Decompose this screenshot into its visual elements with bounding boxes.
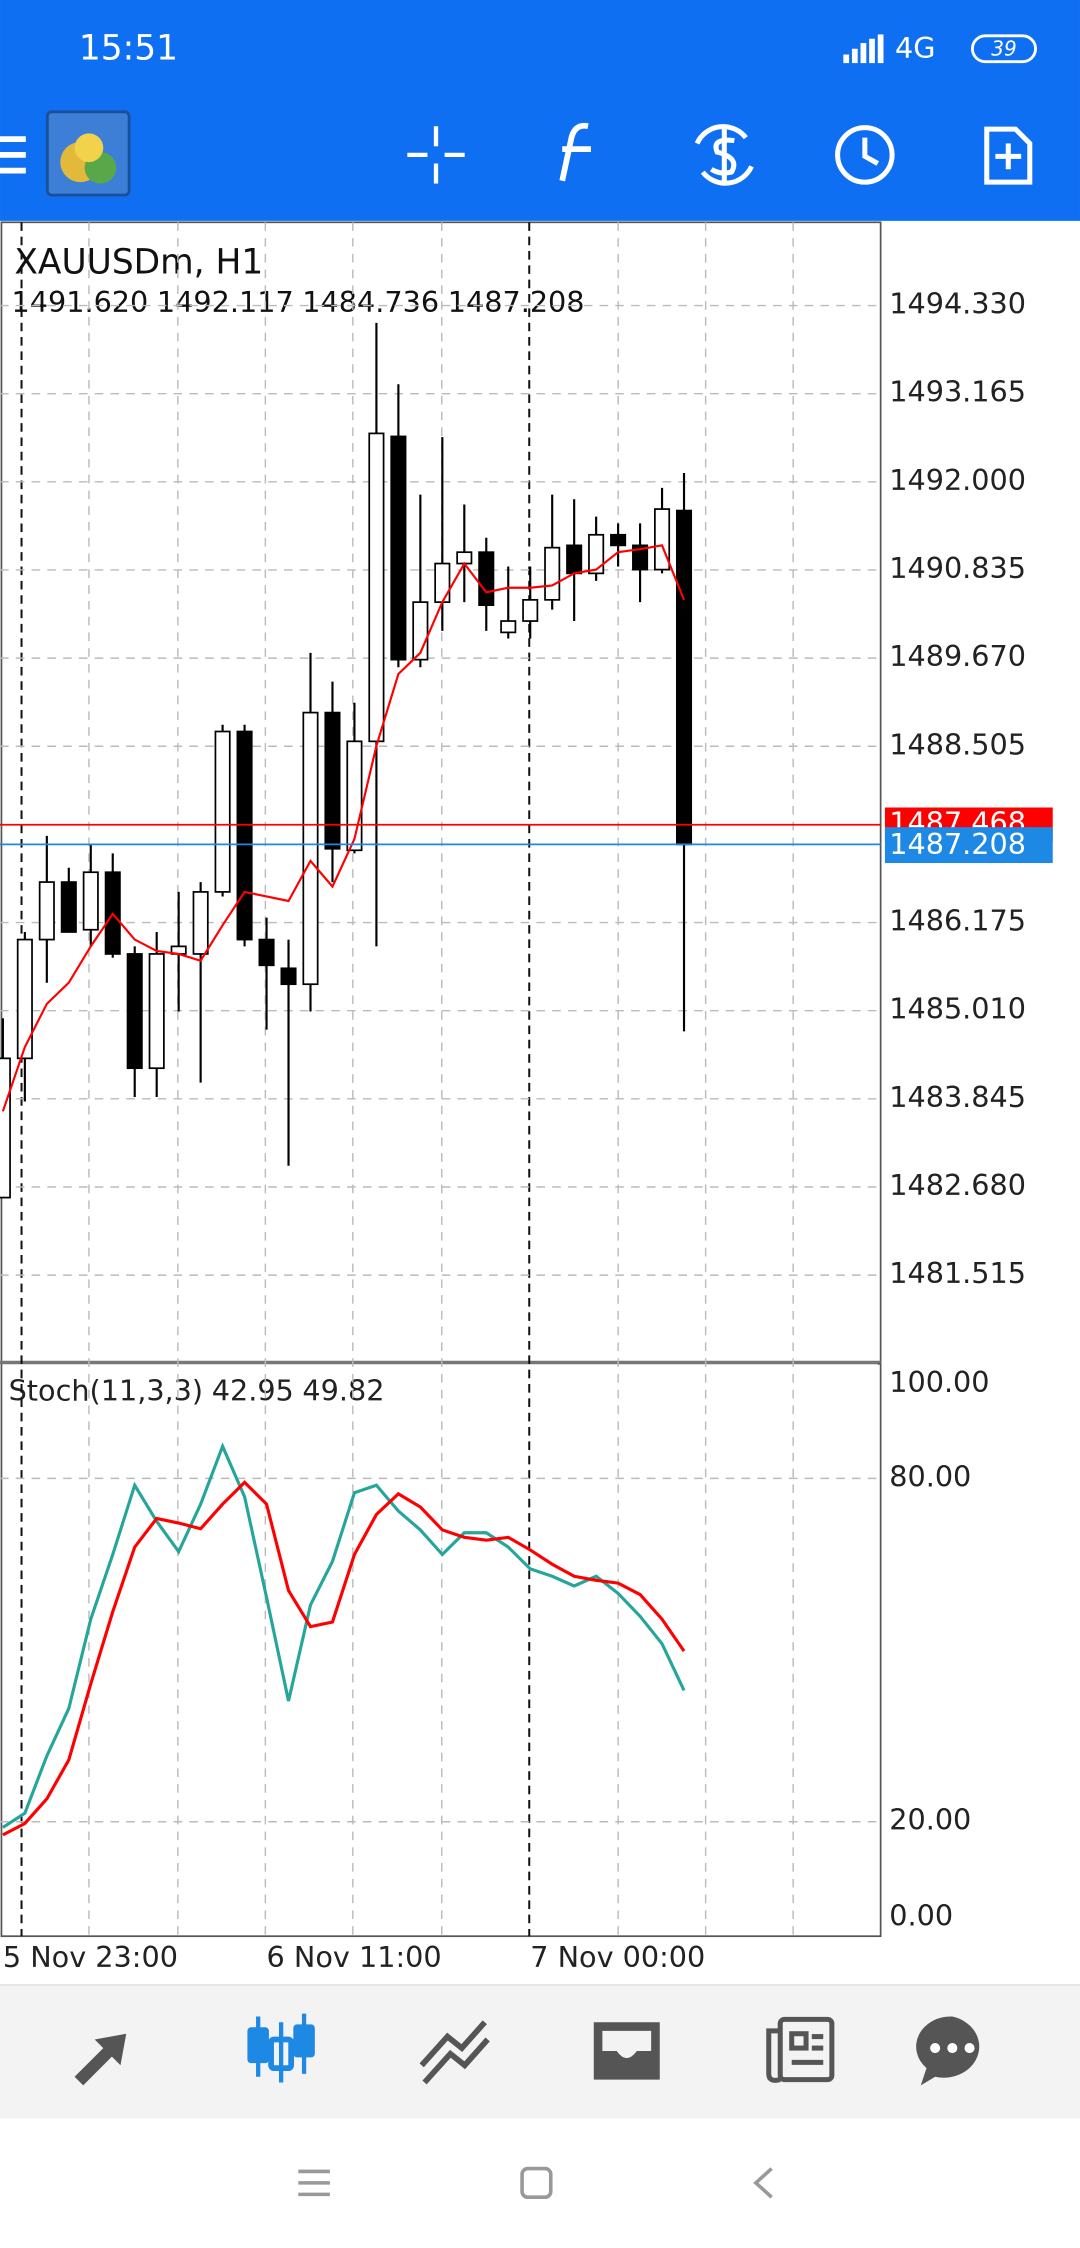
candle-body: [434, 562, 451, 603]
trade-tab[interactable]: [419, 2020, 490, 2085]
candle-body: [675, 509, 693, 846]
bottom-nav: [0, 1984, 1080, 2119]
indicator-value: 42.95: [212, 1374, 294, 1408]
ohlc-value: 1484.736: [302, 285, 439, 319]
chart-tab[interactable]: [247, 2013, 315, 2083]
indicator-line: [2, 1480, 686, 1837]
candle-body: [60, 881, 77, 933]
battery-icon: [970, 34, 1037, 64]
y-tick-label: 1481.515: [889, 1256, 1026, 1290]
candle-body: [588, 533, 605, 575]
news-tab[interactable]: [766, 2016, 835, 2083]
y-tick-label: 1494.330: [889, 287, 1026, 321]
candle-body: [16, 938, 33, 1060]
candle-body: [148, 953, 165, 1070]
y-tick-label: 20.00: [889, 1803, 971, 1837]
ohlc-value: 1491.620: [11, 285, 148, 319]
system-nav: [298, 2166, 773, 2200]
candle-body: [500, 620, 517, 634]
timeframe-button[interactable]: [835, 125, 895, 185]
candle-body: [236, 730, 253, 941]
candle-body: [368, 432, 385, 743]
candle-body: [192, 891, 209, 955]
candle-body: [280, 967, 297, 986]
ohlc-value: 1487.208: [448, 285, 585, 319]
grid: [20, 222, 794, 1937]
y-tick-label: 1486.175: [889, 904, 1026, 938]
ohlc-value: 1492.117: [157, 285, 294, 319]
network-type: 4G: [895, 31, 935, 65]
y-tick-label: 1485.010: [889, 992, 1026, 1026]
indicator-readout: Stoch(11,3,3) 42.95 49.82: [9, 1374, 385, 1408]
system-back[interactable]: [753, 2167, 773, 2199]
candle-body: [632, 544, 649, 571]
candle-body: [126, 953, 143, 1070]
signal-icon: [843, 34, 884, 64]
crosshair-button[interactable]: [407, 126, 465, 184]
candle-body: [214, 730, 231, 893]
app-bar: [0, 0, 1080, 221]
system-home[interactable]: [520, 2166, 553, 2200]
chat-tab[interactable]: [916, 2016, 980, 2086]
x-tick-label: 5 Nov 23:00: [3, 1940, 178, 1974]
x-tick-label: 6 Nov 11:00: [267, 1940, 442, 1974]
menu-button[interactable]: [0, 136, 26, 174]
y-tick-label: 100.00: [889, 1365, 989, 1399]
candle-body: [390, 435, 407, 661]
y-tick-label: 0.00: [889, 1899, 953, 1933]
y-tick-label: 1493.165: [889, 375, 1026, 409]
y-tick-label: 1483.845: [889, 1080, 1026, 1114]
candle-body: [346, 740, 363, 852]
y-tick-label: 1489.670: [889, 639, 1026, 673]
candle-body: [82, 871, 99, 931]
candle-body: [38, 881, 55, 941]
candle-body: [544, 546, 561, 601]
quotes-tab[interactable]: [74, 2033, 127, 2086]
moving-average: [1, 544, 686, 1112]
status-time: 15:51: [79, 29, 178, 69]
system-menu[interactable]: [298, 2169, 330, 2197]
history-tab[interactable]: [593, 2022, 660, 2080]
indicator-line: [2, 1442, 686, 1829]
x-tick-label: 7 Nov 00:00: [530, 1940, 705, 1974]
bid-label-box: [884, 827, 1053, 864]
new-order-button[interactable]: [984, 126, 1033, 185]
y-tick-label: 80.00: [889, 1459, 971, 1493]
indicators-button[interactable]: [559, 122, 591, 182]
trade-button[interactable]: [694, 124, 754, 186]
chart-title: XAUUSDm, H1: [14, 242, 263, 282]
ohlc-readout: 1491.620 1492.117 1484.736 1487.208: [11, 285, 584, 319]
candle-body: [302, 711, 319, 986]
y-tick-label: 1490.835: [889, 551, 1026, 585]
candle-body: [0, 1057, 11, 1199]
y-tick-label: 1488.505: [889, 727, 1026, 761]
battery-level: 39: [991, 37, 1017, 61]
bid-label: 1487.208: [889, 827, 1026, 861]
candle-body: [610, 533, 627, 547]
indicator-title: Stoch(11,3,3): [9, 1374, 204, 1408]
candle-body: [324, 711, 341, 850]
y-tick-label: 1492.000: [889, 463, 1026, 497]
candle-body: [522, 598, 539, 622]
candle-body: [258, 938, 275, 967]
indicator-value: 49.82: [302, 1374, 384, 1408]
candle-body: [478, 551, 495, 607]
y-tick-label: 1482.680: [889, 1168, 1026, 1202]
candle-body: [566, 544, 583, 575]
app-logo[interactable]: [45, 110, 131, 197]
